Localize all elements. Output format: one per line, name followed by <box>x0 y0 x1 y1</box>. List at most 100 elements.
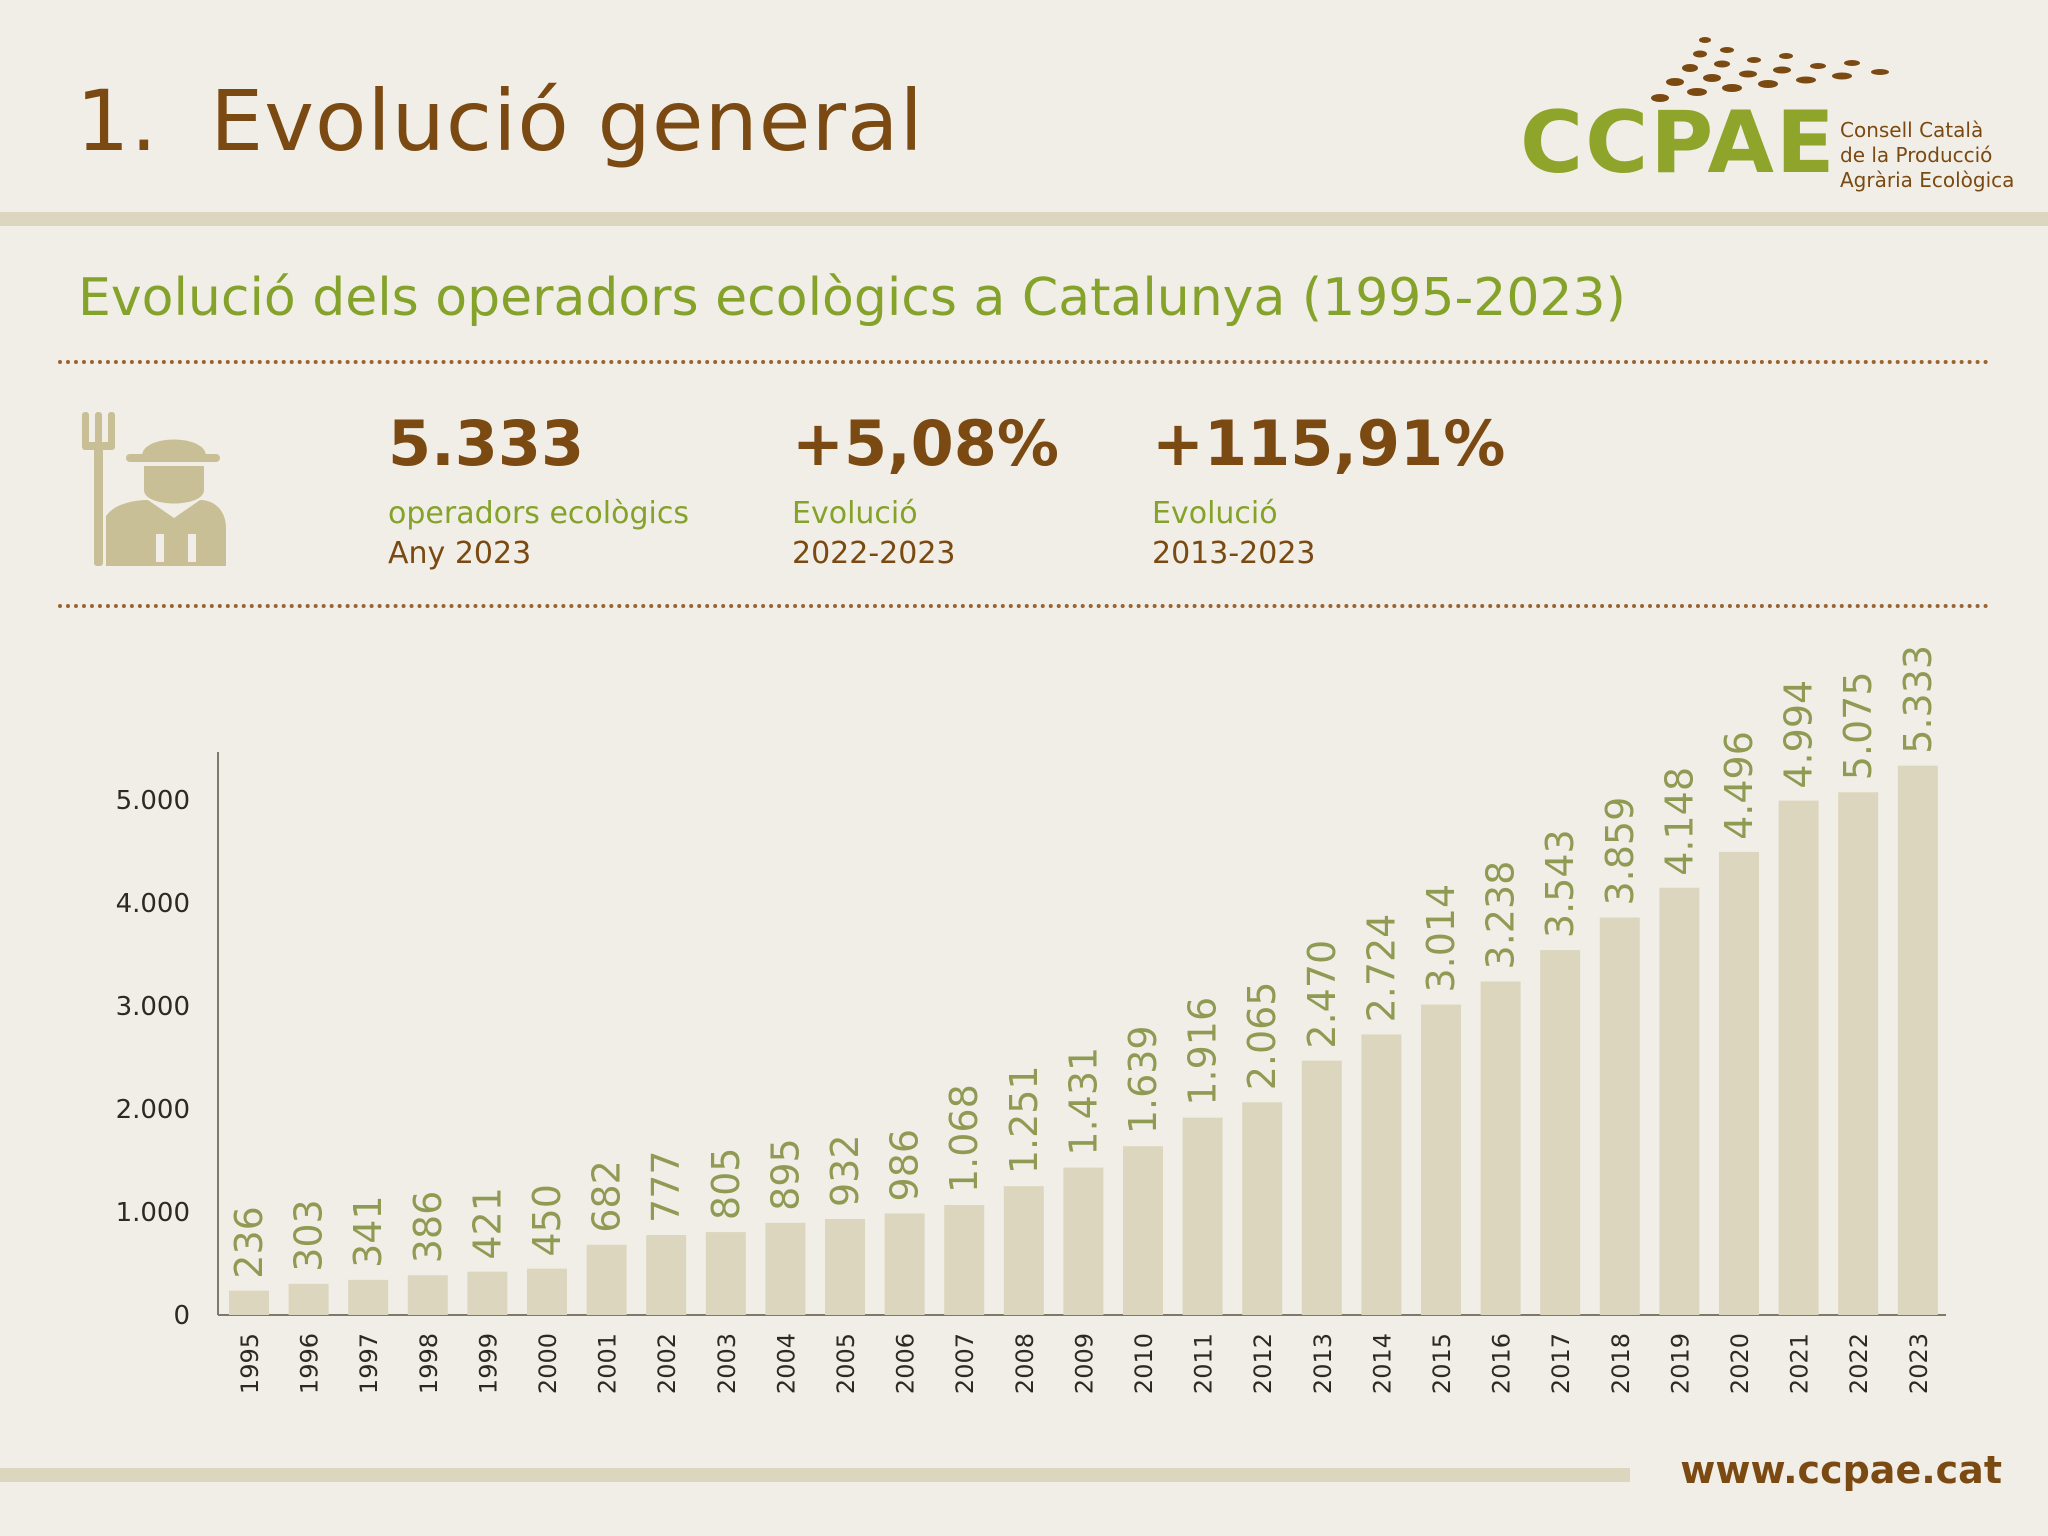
x-tick-label: 2003 <box>713 1333 741 1394</box>
x-tick-label: 2006 <box>892 1333 920 1394</box>
x-tick-label: 2018 <box>1607 1333 1635 1394</box>
stat-value: +5,08% <box>792 407 1060 480</box>
stat-value: +115,91% <box>1152 407 1506 480</box>
logo-wordmark: CCPAE <box>1520 93 1837 193</box>
bar <box>646 1234 687 1315</box>
x-tick-label: 2007 <box>951 1333 979 1394</box>
y-tick-label: 3.000 <box>116 992 190 1022</box>
stat-value: 5.333 <box>388 407 585 480</box>
bar <box>1540 950 1581 1315</box>
bar-value-label: 4.148 <box>1657 767 1701 876</box>
x-tick-label: 1998 <box>415 1333 443 1394</box>
logo-subtitle-line: Agrària Ecològica <box>1840 168 2015 192</box>
x-tick-label: 2020 <box>1726 1333 1754 1394</box>
bar <box>944 1204 985 1315</box>
x-tick-label: 2009 <box>1070 1333 1098 1394</box>
logo-subtitle: Consell Català de la Producció Agrària E… <box>1840 118 2014 193</box>
x-tick-label: 2019 <box>1666 1333 1694 1394</box>
logo-subtitle-line: de la Producció <box>1840 143 1993 167</box>
bar <box>1361 1034 1402 1315</box>
bar-value-label: 932 <box>823 1134 867 1207</box>
bar-value-label: 2.470 <box>1300 940 1344 1049</box>
x-tick-label: 2023 <box>1905 1333 1933 1394</box>
header-divider <box>0 212 2048 226</box>
dotted-divider <box>58 604 1990 608</box>
bar-value-label: 5.333 <box>1896 645 1940 754</box>
bar-value-label: 386 <box>406 1191 450 1264</box>
bar <box>765 1222 806 1315</box>
x-tick-label: 2021 <box>1786 1333 1814 1394</box>
bar-value-label: 303 <box>287 1199 331 1272</box>
x-tick-label: 2002 <box>653 1333 681 1394</box>
stat-total-operators: 5.333 operadors ecològics Any 2023 <box>388 408 689 574</box>
bar-value-label: 421 <box>465 1187 509 1260</box>
bar <box>1003 1186 1044 1315</box>
bar-value-label: 2.065 <box>1240 982 1284 1091</box>
chart-title: Evolució dels operadors ecològics a Cata… <box>78 268 1626 328</box>
x-tick-label: 2014 <box>1368 1333 1396 1394</box>
bar-value-label: 682 <box>585 1160 629 1233</box>
x-tick-label: 2004 <box>772 1333 800 1394</box>
section-title: Evolució general <box>210 72 924 170</box>
x-tick-label: 2015 <box>1428 1333 1456 1394</box>
page-title: 1. Evolució general <box>76 72 924 170</box>
x-tick-label: 2022 <box>1845 1333 1873 1394</box>
x-tick-label: 2005 <box>832 1333 860 1394</box>
y-tick-label: 2.000 <box>116 1095 190 1125</box>
bar-value-label: 1.068 <box>942 1084 986 1193</box>
x-tick-label: 2012 <box>1249 1333 1277 1394</box>
bar <box>884 1213 925 1315</box>
x-tick-label: 2000 <box>534 1333 562 1394</box>
x-tick-label: 2013 <box>1309 1333 1337 1394</box>
stat-label: Evolució <box>1152 496 1278 531</box>
x-tick-label: 2010 <box>1130 1333 1158 1394</box>
bar-value-label: 805 <box>704 1148 748 1221</box>
bar-chart: 0 1.000 2.000 3.000 4.000 5.000 236 1995 303 1996… <box>116 645 1946 1394</box>
x-tick-label: 1999 <box>474 1333 502 1394</box>
bar-value-label: 986 <box>883 1129 927 1202</box>
bar-value-label: 1.431 <box>1061 1047 1105 1156</box>
x-tick-label: 1995 <box>236 1333 264 1394</box>
bar-value-label: 341 <box>346 1195 390 1268</box>
y-tick-label: 5.000 <box>116 786 190 816</box>
bar <box>1778 800 1819 1315</box>
x-tick-label: 2011 <box>1190 1333 1218 1394</box>
bar-value-label: 3.238 <box>1479 861 1523 970</box>
bar <box>1421 1004 1461 1315</box>
bar-value-label: 777 <box>644 1150 688 1223</box>
bar-value-label: 1.916 <box>1181 997 1225 1106</box>
bar <box>705 1232 746 1315</box>
bar-value-label: 450 <box>525 1184 569 1257</box>
bar <box>1182 1117 1223 1315</box>
bar-value-label: 4.994 <box>1777 680 1821 789</box>
bar-value-label: 3.859 <box>1598 797 1642 906</box>
bar <box>1719 851 1759 1315</box>
bar-value-label: 895 <box>763 1138 807 1211</box>
x-tick-label: 2016 <box>1488 1333 1516 1394</box>
bar <box>1063 1167 1104 1315</box>
stat-label: operadors ecològics <box>388 496 689 531</box>
bar <box>1123 1146 1163 1315</box>
bar <box>1897 765 1938 1315</box>
bar <box>348 1279 389 1315</box>
bar <box>1659 887 1700 1315</box>
farmer-with-pitchfork-icon <box>82 412 226 566</box>
logo-subtitle-line: Consell Català <box>1840 118 1984 142</box>
stat-period: Any 2023 <box>388 536 532 571</box>
bar-value-label: 236 <box>227 1206 271 1279</box>
bar <box>407 1275 448 1315</box>
stat-period: 2013-2023 <box>1152 536 1316 571</box>
bar <box>1599 917 1640 1315</box>
bar-value-label: 5.075 <box>1836 671 1880 780</box>
x-tick-label: 2008 <box>1011 1333 1039 1394</box>
ccpae-logo-icon <box>1651 37 1889 102</box>
bar <box>1301 1060 1342 1315</box>
footer-url[interactable]: www.ccpae.cat <box>1680 1448 2002 1492</box>
bar-value-label: 3.543 <box>1538 829 1582 938</box>
section-number: 1. <box>76 72 159 170</box>
bar <box>288 1283 329 1315</box>
dotted-divider <box>58 360 1990 364</box>
bar-value-label: 1.639 <box>1121 1025 1165 1134</box>
y-tick-label: 4.000 <box>116 889 190 919</box>
bar <box>1242 1102 1283 1315</box>
